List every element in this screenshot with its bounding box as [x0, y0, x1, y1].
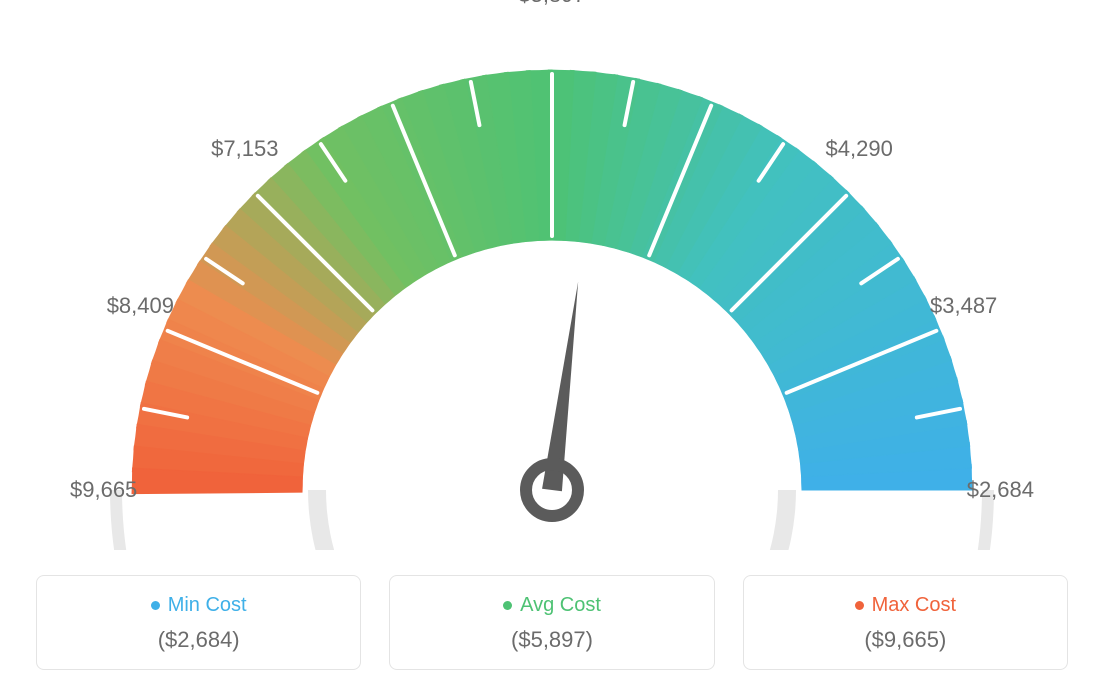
legend-title-avg: Avg Cost [503, 594, 601, 617]
gauge-chart: $2,684$3,487$4,290$5,897$7,153$8,409$9,6… [32, 10, 1072, 550]
legend-card-min: Min Cost ($2,684) [36, 575, 361, 670]
legend-dot-min [151, 601, 160, 610]
gauge-tick-label: $8,409 [107, 293, 174, 319]
legend-title-max: Max Cost [855, 594, 956, 617]
gauge-svg [32, 10, 1072, 550]
legend-label-min: Min Cost [168, 594, 247, 617]
gauge-tick-label: $5,897 [518, 0, 585, 8]
legend-dot-max [855, 601, 864, 610]
legend-row: Min Cost ($2,684) Avg Cost ($5,897) Max … [36, 575, 1068, 670]
legend-label-max: Max Cost [872, 594, 956, 617]
gauge-tick-label: $9,665 [70, 477, 137, 503]
gauge-tick-label: $4,290 [826, 136, 893, 162]
legend-value-avg: ($5,897) [400, 627, 703, 653]
legend-card-avg: Avg Cost ($5,897) [389, 575, 714, 670]
legend-value-max: ($9,665) [754, 627, 1057, 653]
legend-title-min: Min Cost [151, 594, 247, 617]
gauge-tick-label: $3,487 [930, 293, 997, 319]
gauge-tick-label: $7,153 [211, 136, 278, 162]
legend-value-min: ($2,684) [47, 627, 350, 653]
legend-dot-avg [503, 601, 512, 610]
gauge-tick-label: $2,684 [967, 477, 1034, 503]
legend-card-max: Max Cost ($9,665) [743, 575, 1068, 670]
legend-label-avg: Avg Cost [520, 594, 601, 617]
